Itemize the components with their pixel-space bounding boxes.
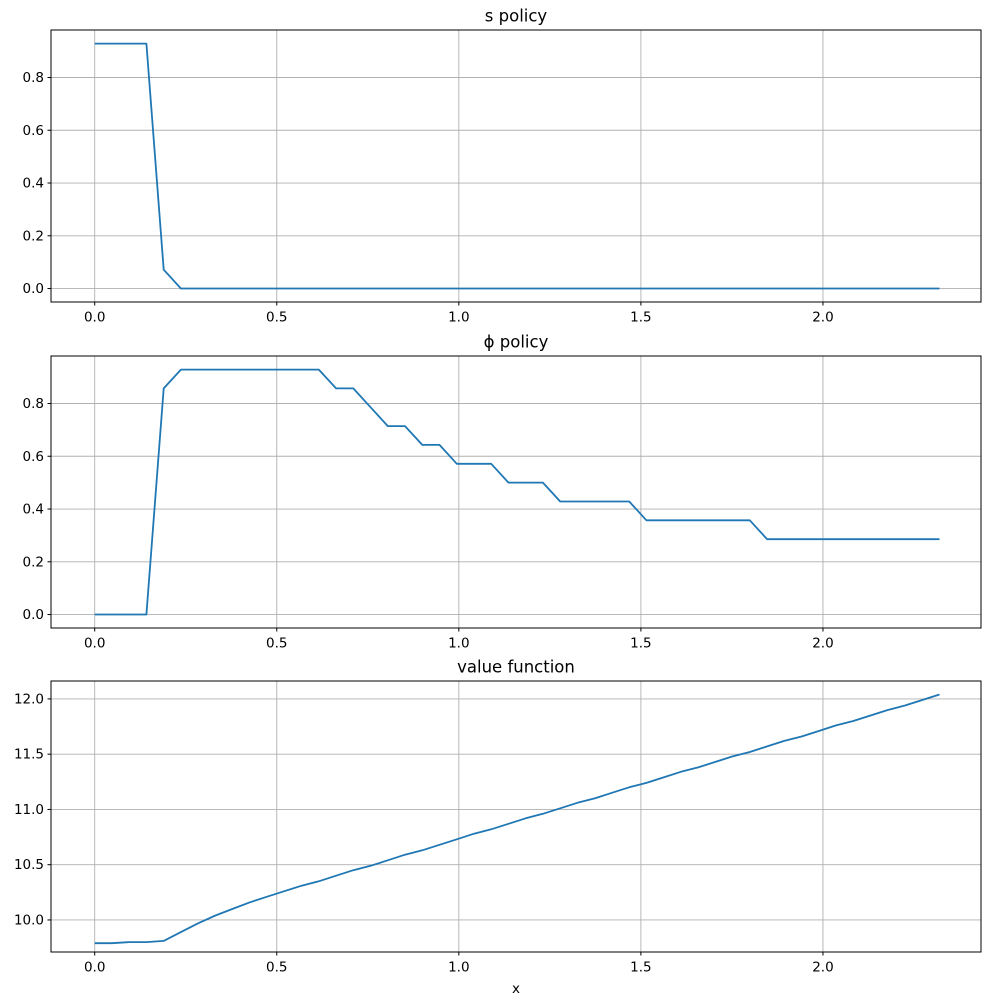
- y-tick-label: 11.0: [14, 802, 44, 818]
- x-tick-label: 0.0: [84, 636, 105, 652]
- x-tick-label: 1.5: [630, 636, 651, 652]
- series-line-phi: [94, 368, 940, 616]
- x-tick-label: 0.0: [84, 310, 105, 326]
- plot-border: [50, 680, 982, 953]
- plot-title-phi-policy: ϕ policy: [484, 333, 549, 352]
- y-tick-label: 0.2: [23, 554, 44, 570]
- x-tick-label: 0.0: [84, 960, 105, 976]
- x-tick-label: 0.5: [266, 636, 287, 652]
- y-tick-label: 0.0: [23, 607, 44, 623]
- x-tick-label: 1.0: [448, 310, 469, 326]
- x-tick-label: 1.0: [448, 636, 469, 652]
- y-tick-label: 0.8: [23, 70, 44, 86]
- y-tick-label: 0.0: [23, 281, 44, 297]
- charts-layer: 0.0 0.5 1.0 1.5 2.0 0.0 0.2 0.4 0.6 0.8 0.0 0.5 1.0 1…: [14, 29, 982, 976]
- series-line-s: [94, 42, 940, 290]
- plot-title-value-function: value function: [457, 658, 575, 677]
- phi-policy-plot: 0.0 0.5 1.0 1.5 2.0 0.0 0.2 0.4 0.6 0.8: [23, 355, 982, 652]
- x-axis-label: x: [512, 981, 520, 997]
- y-tick-label: 12.0: [14, 691, 44, 707]
- y-tick-label: 0.4: [23, 176, 44, 192]
- y-tick-label: 0.8: [23, 396, 44, 412]
- x-tick-label: 0.5: [266, 310, 287, 326]
- x-tick-label: 2.0: [812, 960, 833, 976]
- plot-border: [50, 355, 982, 629]
- plot-title-s-policy: s policy: [485, 7, 548, 26]
- x-tick-label: 2.0: [812, 636, 833, 652]
- y-tick-label: 0.6: [23, 449, 44, 465]
- y-tick-label: 0.4: [23, 502, 44, 518]
- value-function-plot: 0.0 0.5 1.0 1.5 2.0 10.0 10.5 11.0 11.5 12.0: [14, 680, 982, 976]
- x-tick-label: 0.5: [266, 960, 287, 976]
- x-tick-label: 1.5: [630, 310, 651, 326]
- x-tick-label: 2.0: [812, 310, 833, 326]
- x-tick-label: 1.0: [448, 960, 469, 976]
- s-policy-plot: 0.0 0.5 1.0 1.5 2.0 0.0 0.2 0.4 0.6 0.8: [23, 29, 982, 326]
- y-tick-label: 10.0: [14, 912, 44, 928]
- y-tick-label: 0.2: [23, 228, 44, 244]
- y-tick-label: 11.5: [14, 747, 44, 763]
- y-tick-label: 0.6: [23, 123, 44, 139]
- plot-border: [50, 29, 982, 303]
- series-line-v: [94, 693, 940, 945]
- y-tick-label: 10.5: [14, 857, 44, 873]
- x-tick-label: 1.5: [630, 960, 651, 976]
